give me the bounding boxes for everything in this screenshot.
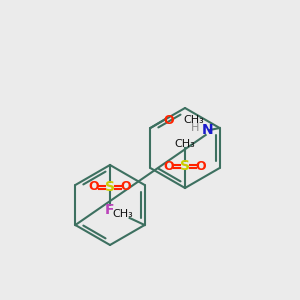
- Text: H: H: [191, 123, 200, 133]
- Text: F: F: [105, 203, 115, 217]
- Text: S: S: [105, 180, 115, 194]
- Text: CH₃: CH₃: [175, 139, 195, 149]
- Text: S: S: [180, 159, 190, 173]
- Text: O: O: [164, 160, 174, 172]
- Text: CH₃: CH₃: [112, 209, 133, 219]
- Text: O: O: [89, 181, 99, 194]
- Text: O: O: [196, 160, 206, 172]
- Text: O: O: [121, 181, 131, 194]
- Text: O: O: [163, 113, 174, 127]
- Text: N: N: [202, 123, 214, 137]
- Text: CH₃: CH₃: [183, 115, 204, 125]
